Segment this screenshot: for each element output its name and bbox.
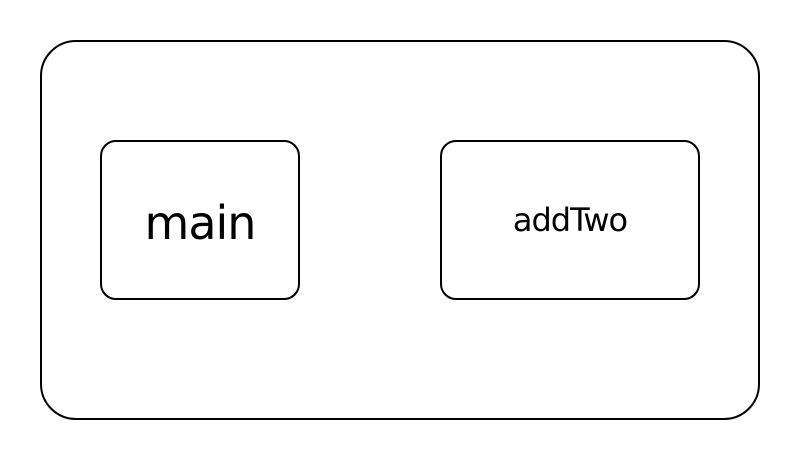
addtwo-node-label: addTwo [512, 201, 628, 239]
addtwo-node: addTwo [440, 140, 700, 300]
main-node: main [100, 140, 300, 300]
main-node-label: main [144, 196, 257, 250]
